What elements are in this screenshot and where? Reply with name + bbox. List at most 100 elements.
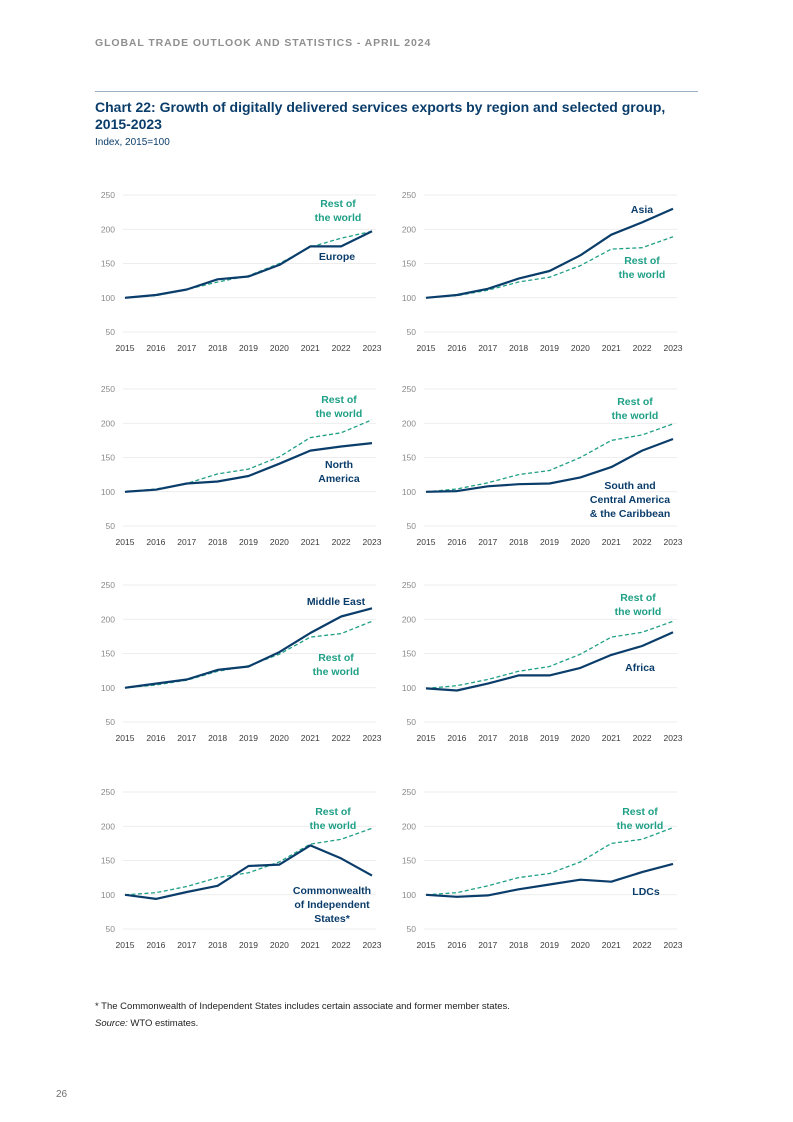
series-line-rest-of-world: [425, 826, 674, 896]
series-label-rest-of-world: Rest of: [617, 396, 653, 408]
x-tick-label: 2016: [447, 940, 466, 950]
series-label-rest-of-world: Rest of: [620, 592, 656, 604]
x-tick-label: 2016: [447, 537, 466, 547]
x-tick-label: 2021: [602, 733, 621, 743]
y-tick-label: 150: [101, 856, 115, 866]
y-tick-label: 200: [402, 418, 416, 428]
x-tick-label: 2015: [116, 343, 135, 353]
series-line-commonwealth-of-independent-states: [124, 844, 373, 901]
chart-title: Chart 22: Growth of digitally delivered …: [95, 99, 666, 132]
x-tick-label: 2021: [602, 343, 621, 353]
series-line-middle-east: [124, 607, 373, 689]
y-tick-label: 250: [101, 384, 115, 394]
series-line-ldcs: [425, 862, 674, 898]
series-label-south-and-central-america-the-caribbean: & the Caribbean: [590, 508, 671, 520]
y-tick-label: 200: [101, 418, 115, 428]
series-label-rest-of-world: Rest of: [321, 394, 357, 406]
series-label-north-america: North: [325, 459, 353, 471]
x-tick-label: 2017: [478, 940, 497, 950]
y-tick-label: 200: [402, 614, 416, 624]
header-rule: [95, 91, 698, 92]
x-tick-label: 2016: [447, 343, 466, 353]
x-tick-label: 2017: [478, 343, 497, 353]
x-tick-label: 2018: [208, 733, 227, 743]
y-tick-label: 50: [106, 521, 116, 531]
x-tick-label: 2020: [571, 537, 590, 547]
series-label-europe: Europe: [319, 251, 355, 263]
y-tick-label: 100: [402, 890, 416, 900]
series-label-south-and-central-america-the-caribbean: Central America: [590, 494, 670, 506]
series-line-north-america: [124, 442, 373, 493]
series-label-ldcs: LDCs: [632, 886, 660, 898]
series-line-rest-of-world: [425, 236, 674, 299]
x-tick-label: 2019: [239, 343, 258, 353]
x-tick-label: 2016: [447, 733, 466, 743]
x-tick-label: 2019: [239, 733, 258, 743]
series-label-rest-of-world: the world: [315, 212, 362, 224]
y-tick-label: 200: [101, 224, 115, 234]
x-tick-label: 2018: [208, 537, 227, 547]
series-label-africa: Africa: [625, 662, 655, 674]
series-line-africa: [425, 631, 674, 692]
x-tick-label: 2015: [417, 537, 436, 547]
x-tick-label: 2019: [540, 940, 559, 950]
x-tick-label: 2022: [332, 733, 351, 743]
series-label-rest-of-world: Rest of: [622, 806, 658, 818]
series-line-rest-of-world: [425, 423, 674, 493]
page-number: 26: [56, 1089, 68, 1100]
y-tick-label: 150: [402, 259, 416, 269]
x-tick-label: 2017: [478, 537, 497, 547]
x-tick-label: 2020: [270, 733, 289, 743]
x-tick-label: 2015: [116, 733, 135, 743]
y-tick-label: 150: [402, 856, 416, 866]
x-tick-label: 2021: [301, 940, 320, 950]
series-label-rest-of-world: the world: [615, 606, 662, 618]
series-label-commonwealth-of-independent-states: States*: [314, 913, 351, 925]
series-label-rest-of-world: Rest of: [318, 652, 354, 664]
x-tick-label: 2023: [363, 940, 382, 950]
x-tick-label: 2019: [239, 940, 258, 950]
y-tick-label: 150: [101, 649, 115, 659]
x-tick-label: 2018: [509, 343, 528, 353]
y-tick-label: 200: [101, 821, 115, 831]
series-label-rest-of-world: the world: [617, 820, 664, 832]
series-line-south-and-central-america-the-caribbean: [425, 437, 674, 493]
x-tick-label: 2021: [301, 537, 320, 547]
y-tick-label: 250: [101, 580, 115, 590]
x-tick-label: 2017: [177, 733, 196, 743]
y-tick-label: 150: [101, 259, 115, 269]
x-tick-label: 2017: [177, 343, 196, 353]
y-tick-label: 250: [402, 580, 416, 590]
y-tick-label: 150: [402, 453, 416, 463]
y-tick-label: 100: [101, 890, 115, 900]
x-tick-label: 2019: [540, 733, 559, 743]
y-tick-label: 150: [402, 649, 416, 659]
x-tick-label: 2020: [270, 343, 289, 353]
y-tick-label: 100: [402, 487, 416, 497]
x-tick-label: 2017: [177, 940, 196, 950]
source-label: Source:: [95, 1018, 128, 1029]
series-label-rest-of-world: Rest of: [320, 198, 356, 210]
x-tick-label: 2022: [633, 940, 652, 950]
x-tick-label: 2020: [571, 733, 590, 743]
x-tick-label: 2020: [270, 940, 289, 950]
x-tick-label: 2020: [571, 940, 590, 950]
y-tick-label: 150: [101, 453, 115, 463]
series-line-rest-of-world: [124, 827, 373, 896]
x-tick-label: 2022: [633, 537, 652, 547]
y-tick-label: 100: [402, 683, 416, 693]
series-label-rest-of-world: Rest of: [315, 806, 351, 818]
series-label-middle-east: Middle East: [307, 596, 366, 608]
series-label-rest-of-world: the world: [313, 666, 360, 678]
y-tick-label: 250: [402, 190, 416, 200]
x-tick-label: 2018: [509, 733, 528, 743]
y-tick-label: 250: [101, 190, 115, 200]
x-tick-label: 2020: [270, 537, 289, 547]
series-label-rest-of-world: the world: [310, 820, 357, 832]
x-tick-label: 2018: [509, 940, 528, 950]
x-tick-label: 2017: [478, 733, 497, 743]
footnote: * The Commonwealth of Independent States…: [95, 1001, 510, 1012]
series-label-north-america: America: [318, 473, 360, 485]
series-label-rest-of-world: the world: [619, 269, 666, 281]
